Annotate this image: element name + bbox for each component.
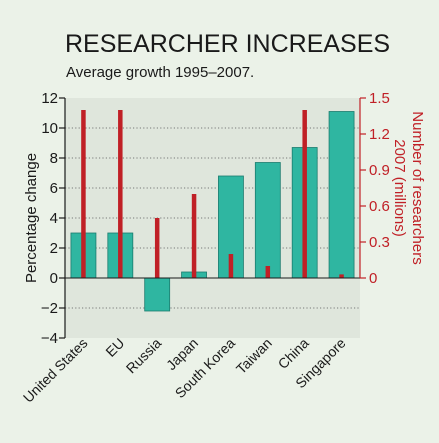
right-tick-label: 1.5 — [369, 90, 390, 107]
right-tick-label: 0.3 — [369, 234, 390, 251]
right-tick-label: 0.9 — [369, 162, 390, 179]
bar-researchers — [228, 254, 234, 278]
category-label: Taiwan — [233, 335, 275, 377]
left-tick-label: 4 — [50, 210, 58, 227]
left-tick-label: 10 — [41, 120, 58, 137]
left-tick-label: 2 — [50, 240, 58, 257]
bar-researchers — [154, 218, 160, 278]
left-tick-label: 0 — [50, 270, 58, 287]
y2-axis-label-line2: 2007 (millions) — [391, 139, 408, 237]
right-tick-label: 0.6 — [369, 198, 390, 215]
chart-title: RESEARCHER INCREASES — [65, 30, 390, 58]
bar-percentage-change — [328, 111, 355, 279]
bar-researchers — [118, 110, 123, 278]
bar-researchers — [339, 274, 344, 278]
bar-researchers — [265, 266, 271, 278]
bar-researchers — [191, 194, 197, 278]
bar-researchers — [81, 110, 86, 278]
left-tick-label: −4 — [41, 330, 58, 347]
right-tick-label: 1.2 — [369, 126, 390, 143]
bar-researchers — [302, 110, 307, 278]
left-ticks: 12 10 8 6 4 2 0 −2 −4 — [41, 90, 65, 347]
chart-subtitle: Average growth 1995–2007. — [66, 64, 254, 81]
bar-percentage-change — [254, 162, 281, 279]
left-tick-label: −2 — [41, 300, 58, 317]
y2-axis-label-line1: Number of researchers — [409, 111, 426, 264]
category-label: Russia — [123, 335, 165, 377]
left-tick-label: 8 — [50, 150, 58, 167]
right-ticks: 1.5 1.2 0.9 0.6 0.3 0 — [360, 90, 390, 287]
category-label: EU — [102, 335, 127, 360]
left-tick-label: 12 — [41, 90, 58, 107]
bar-percentage-change — [144, 277, 171, 312]
y-axis-label: Percentage change — [23, 153, 40, 283]
left-tick-label: 6 — [50, 180, 58, 197]
bars-group — [70, 110, 355, 312]
right-tick-label: 0 — [369, 270, 377, 287]
